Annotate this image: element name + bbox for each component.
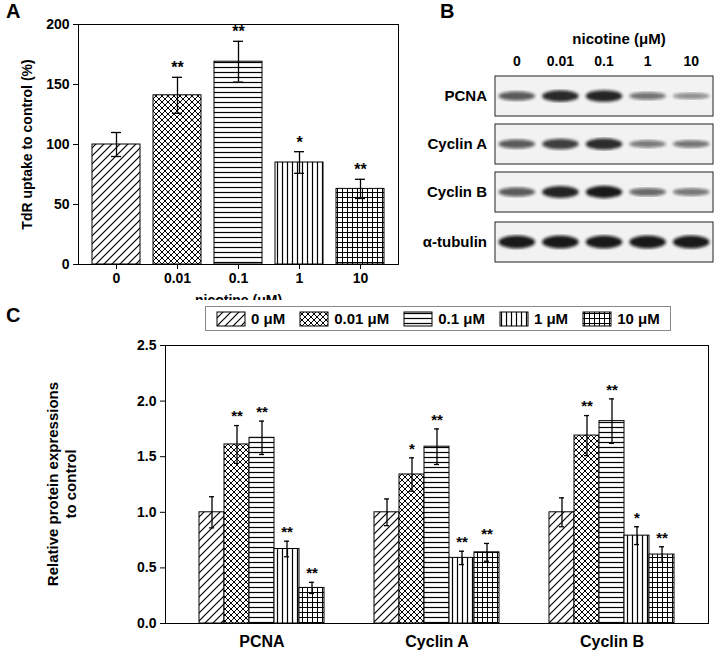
svg-text:PCNA: PCNA bbox=[444, 87, 487, 104]
svg-text:**: ** bbox=[481, 525, 493, 542]
svg-text:0.1: 0.1 bbox=[594, 53, 614, 69]
html-text:0 μM: 0 μM bbox=[251, 310, 286, 327]
svg-text:Cyclin A: Cyclin A bbox=[405, 633, 469, 650]
svg-text:0: 0 bbox=[62, 256, 70, 272]
svg-text:0: 0 bbox=[113, 270, 121, 286]
svg-text:0.01: 0.01 bbox=[164, 270, 191, 286]
svg-text:50: 50 bbox=[54, 196, 70, 212]
svg-text:0: 0 bbox=[513, 53, 521, 69]
html-text:10 μM: 10 μM bbox=[617, 310, 660, 327]
svg-text:1.5: 1.5 bbox=[137, 448, 157, 464]
svg-text:**: ** bbox=[656, 529, 668, 546]
svg-text:Cyclin B: Cyclin B bbox=[427, 183, 487, 200]
svg-text:TdR uptake to control (%): TdR uptake to control (%) bbox=[19, 59, 35, 229]
svg-text:**: ** bbox=[281, 523, 293, 540]
svg-text:**: ** bbox=[171, 59, 184, 76]
html-text:B: B bbox=[440, 0, 455, 22]
svg-text:**: ** bbox=[581, 397, 593, 414]
svg-text:Cyclin A: Cyclin A bbox=[428, 135, 488, 152]
html-text:0.01 μM: 0.01 μM bbox=[334, 310, 390, 327]
svg-text:**: ** bbox=[456, 533, 468, 550]
svg-text:α-tubulin: α-tubulin bbox=[423, 233, 487, 250]
svg-text:**: ** bbox=[606, 381, 618, 398]
svg-text:0.01: 0.01 bbox=[547, 53, 574, 69]
svg-text:1.0: 1.0 bbox=[137, 504, 157, 520]
svg-text:**: ** bbox=[232, 23, 245, 40]
svg-text:*: * bbox=[634, 509, 640, 526]
svg-text:2.0: 2.0 bbox=[137, 393, 157, 409]
svg-text:200: 200 bbox=[46, 16, 70, 32]
svg-text:**: ** bbox=[354, 161, 367, 178]
svg-text:PCNA: PCNA bbox=[239, 633, 285, 650]
svg-text:*: * bbox=[409, 440, 415, 457]
svg-text:10: 10 bbox=[683, 53, 699, 69]
svg-text:0.1: 0.1 bbox=[229, 270, 249, 286]
svg-text:*: * bbox=[296, 134, 303, 151]
svg-text:10: 10 bbox=[353, 270, 369, 286]
svg-text:0.5: 0.5 bbox=[137, 559, 157, 575]
svg-text:**: ** bbox=[256, 403, 268, 420]
html-text:0.1 μM: 0.1 μM bbox=[438, 310, 485, 327]
html-text:C: C bbox=[6, 304, 21, 326]
html-text:1 μM: 1 μM bbox=[533, 310, 569, 327]
svg-text:**: ** bbox=[231, 407, 243, 424]
html-text:Relative protein expressions t: Relative protein expressions to control bbox=[44, 381, 79, 587]
svg-text:2.5: 2.5 bbox=[137, 337, 157, 353]
svg-text:Cyclin B: Cyclin B bbox=[580, 633, 644, 650]
html-text:A: A bbox=[6, 0, 21, 22]
svg-text:100: 100 bbox=[46, 136, 70, 152]
svg-text:nicotine (μM): nicotine (μM) bbox=[572, 30, 665, 47]
svg-text:0.0: 0.0 bbox=[137, 615, 157, 631]
svg-text:**: ** bbox=[306, 564, 318, 581]
svg-text:150: 150 bbox=[46, 76, 70, 92]
svg-text:1: 1 bbox=[296, 270, 304, 286]
svg-text:1: 1 bbox=[644, 53, 652, 69]
svg-text:**: ** bbox=[431, 411, 443, 428]
